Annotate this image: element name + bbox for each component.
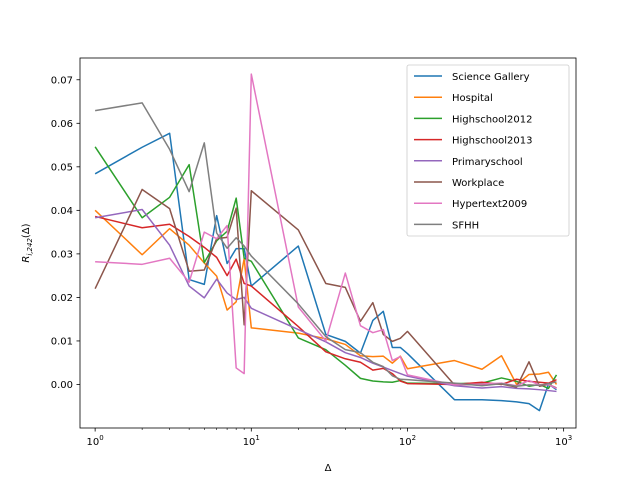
legend-label-0: Science Gallery [452,72,530,83]
legend-label-1: Hospital [452,93,493,104]
x-tick-label-0: 100 [87,434,104,448]
y-tick-label-5: 0.05 [51,162,73,173]
legend-box [406,64,570,237]
y-tick-label-0: 0.00 [51,380,73,391]
series-line-7 [95,102,557,387]
y-tick-label-4: 0.04 [51,206,73,217]
series-line-4 [95,208,557,393]
x-axis: 100 101 102 103 [87,428,572,448]
x-axis-label: Δ [325,463,332,474]
legend-label-2: Highschool2012 [452,114,533,125]
plot-frame [79,57,577,429]
legend-label-5: Workplace [452,178,504,189]
series-line-3 [94,215,557,386]
series-line-1 [94,209,558,386]
x-tick-label-3: 103 [555,434,572,448]
y-axis-label: Ri,242(Δ) [21,223,34,262]
series-lines [94,73,558,412]
y-axis: 0.00 0.01 0.02 0.03 0.04 0.05 0.06 0.07 [51,75,80,391]
y-tick-label-7: 0.07 [51,75,73,86]
x-tick-label-2: 102 [399,434,416,448]
legend-label-4: Primaryschool [452,157,523,168]
x-tick-label-1: 101 [243,434,260,448]
legend-label-6: Hypertext2009 [452,199,527,210]
y-tick-label-1: 0.01 [51,336,73,347]
y-tick-label-3: 0.03 [51,249,73,260]
legend: Science Gallery Hospital Highschool2012 Hig… [406,64,570,237]
legend-label-3: Highschool2013 [452,136,533,147]
legend-label-7: SFHH [452,220,479,231]
y-tick-label-6: 0.06 [51,119,73,130]
y-tick-label-2: 0.02 [51,293,73,304]
